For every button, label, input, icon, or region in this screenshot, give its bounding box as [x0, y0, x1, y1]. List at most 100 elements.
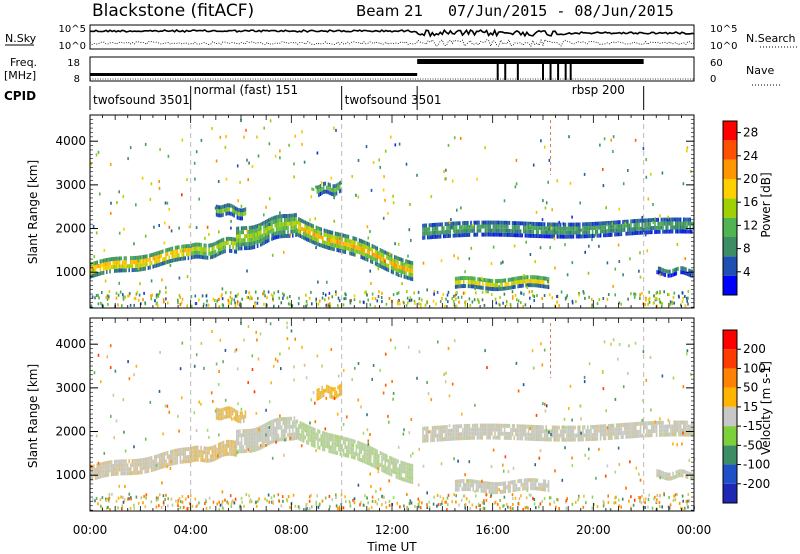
- echo-cell: [344, 292, 346, 296]
- echo-cell: [271, 216, 273, 221]
- echo-cell: [673, 432, 675, 437]
- echo-cell: [368, 457, 370, 462]
- echo-cell: [355, 249, 358, 254]
- echo-cell: [380, 296, 383, 299]
- echo-cell: [482, 480, 484, 485]
- echo-cell: [491, 423, 493, 428]
- echo-cell: [217, 454, 220, 459]
- echo-cell: [460, 229, 463, 234]
- echo-cell: [476, 232, 479, 237]
- echo-cell: [486, 431, 488, 436]
- echo-cell: [154, 252, 156, 257]
- echo-cell: [120, 268, 122, 273]
- echo-cell: [128, 467, 130, 472]
- echo-cell: [403, 504, 405, 508]
- echo-cell: [496, 287, 499, 292]
- echo-cell: [322, 389, 325, 393]
- echo-cell: [634, 292, 637, 296]
- echo-cell: [483, 431, 485, 436]
- echo-cell: [410, 479, 412, 484]
- echo-cell: [373, 463, 375, 468]
- echo-cell: [553, 230, 555, 235]
- echo-cell: [240, 226, 243, 231]
- echo-cell: [269, 222, 272, 226]
- echo-cell: [334, 243, 337, 248]
- echo-cell: [159, 290, 161, 294]
- echo-cell: [139, 282, 141, 286]
- echo-cell: [678, 501, 681, 505]
- echo-cell: [302, 422, 305, 427]
- echo-cell: [595, 229, 597, 234]
- echo-cell: [252, 241, 254, 246]
- echo-cell: [379, 487, 382, 491]
- echo-cell: [644, 501, 646, 504]
- echo-cell: [108, 496, 111, 500]
- echo-cell: [117, 268, 119, 273]
- echo-cell: [520, 482, 523, 487]
- echo-cell: [229, 439, 231, 444]
- echo-cell: [354, 244, 356, 249]
- echo-cell: [564, 226, 567, 231]
- echo-cell: [318, 185, 320, 189]
- echo-cell: [675, 221, 677, 226]
- echo-cell: [368, 449, 370, 454]
- echo-cell: [657, 270, 660, 275]
- echo-cell: [686, 296, 688, 300]
- echo-cell: [541, 276, 543, 281]
- echo-cell: [276, 235, 278, 240]
- echo-cell: [255, 330, 257, 334]
- echo-cell: [654, 296, 657, 300]
- echo-cell: [336, 244, 338, 248]
- echo-cell: [455, 229, 458, 234]
- echo-cell: [686, 225, 688, 230]
- echo-cell: [676, 492, 678, 496]
- echo-cell: [515, 276, 518, 281]
- echo-cell: [253, 428, 256, 432]
- echo-cell: [588, 433, 591, 438]
- echo-cell: [264, 423, 267, 427]
- echo-cell: [499, 286, 502, 291]
- echo-cell: [297, 302, 300, 306]
- echo-cell: [225, 203, 227, 208]
- echo-cell: [99, 192, 101, 196]
- echo-cell: [392, 194, 394, 198]
- echo-cell: [585, 437, 587, 442]
- echo-cell: [184, 455, 186, 460]
- echo-cell: [323, 431, 326, 436]
- echo-cell: [334, 434, 337, 439]
- echo-cell: [410, 276, 412, 281]
- echo-cell: [603, 221, 605, 226]
- echo-cell: [417, 502, 420, 506]
- echo-cell: [94, 468, 97, 472]
- echo-cell: [456, 208, 458, 212]
- cpid-segment-label: rbsp 200: [572, 83, 625, 97]
- echo-cell: [200, 457, 202, 462]
- echo-cell: [430, 231, 432, 236]
- echo-cell: [534, 260, 536, 264]
- echo-cell: [613, 501, 615, 505]
- echo-cell: [436, 433, 439, 438]
- echo-cell: [268, 142, 271, 146]
- echo-cell: [483, 501, 485, 505]
- echo-cell: [410, 467, 412, 472]
- echo-cell: [543, 145, 546, 149]
- echo-cell: [219, 450, 222, 455]
- echo-cell: [150, 460, 153, 465]
- echo-cell: [639, 496, 641, 500]
- echo-cell: [482, 488, 484, 493]
- echo-cell: [218, 500, 220, 504]
- echo-cell: [485, 278, 487, 283]
- echo-cell: [410, 298, 413, 302]
- echo-cell: [529, 253, 532, 256]
- echo-cell: [236, 230, 238, 235]
- echo-cell: [546, 284, 548, 289]
- echo-cell: [139, 470, 142, 475]
- echo-cell: [99, 474, 102, 479]
- echo-cell: [530, 486, 532, 491]
- echo-cell: [271, 220, 273, 225]
- echo-cell: [443, 425, 445, 430]
- echo-cell: [508, 220, 511, 225]
- echo-cell: [342, 303, 345, 307]
- echo-cell: [513, 233, 515, 238]
- echo-cell: [225, 451, 228, 456]
